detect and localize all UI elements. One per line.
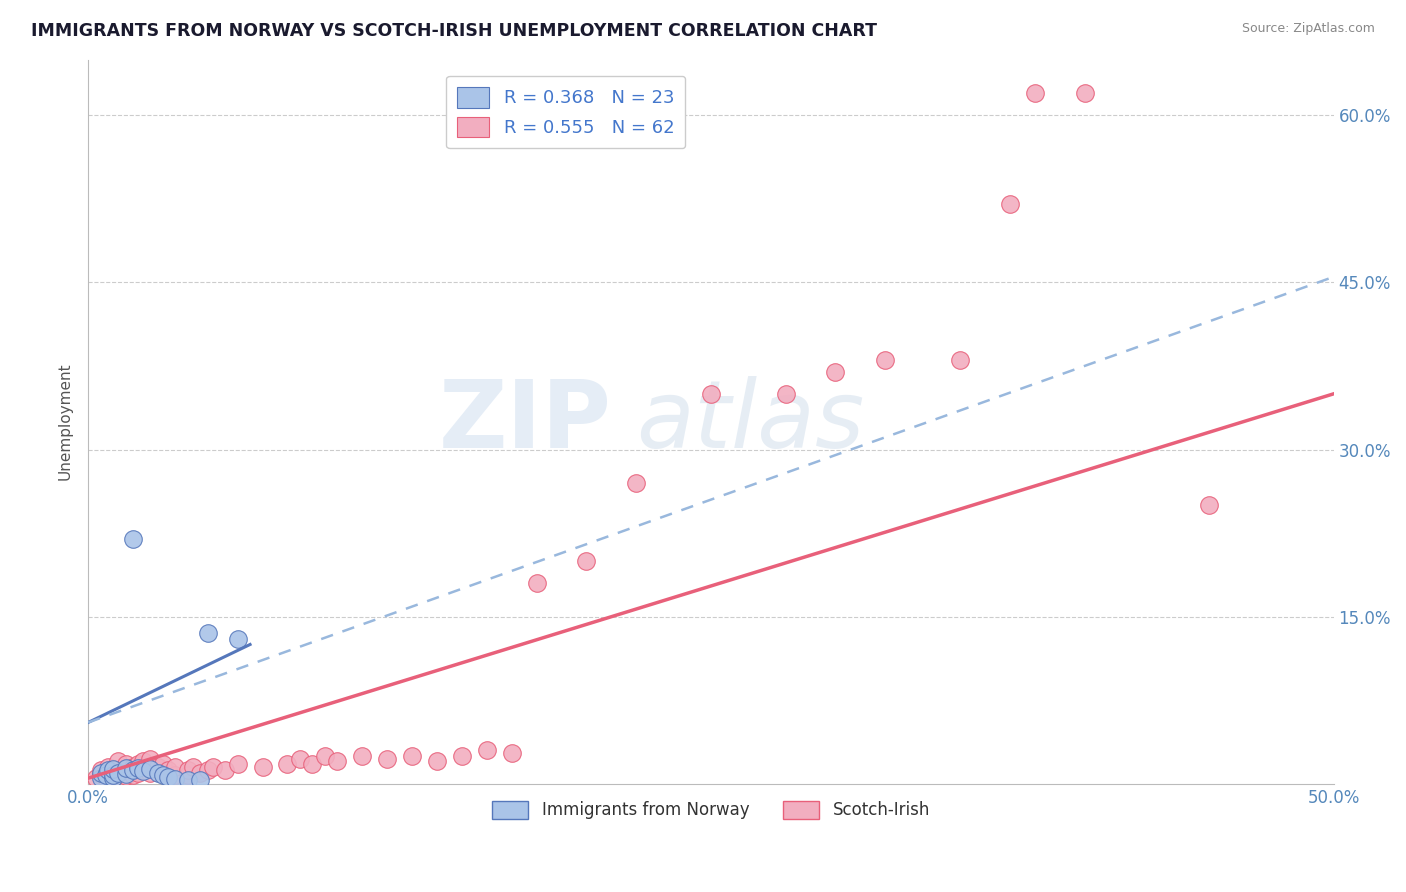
Point	[97, 764, 120, 778]
Point	[90, 765, 112, 780]
Point	[201, 760, 224, 774]
Point	[122, 764, 145, 778]
Point	[127, 756, 149, 771]
Point	[127, 761, 149, 775]
Text: Source: ZipAtlas.com: Source: ZipAtlas.com	[1241, 22, 1375, 36]
Point	[139, 760, 162, 774]
Point	[352, 748, 374, 763]
Point	[156, 770, 179, 784]
Text: atlas: atlas	[636, 376, 865, 467]
Point	[94, 771, 117, 785]
Point	[775, 386, 797, 401]
Point	[1198, 498, 1220, 512]
Point	[114, 761, 136, 775]
Point	[998, 197, 1021, 211]
Point	[181, 760, 204, 774]
Point	[122, 532, 145, 546]
Point	[90, 771, 112, 785]
Point	[165, 768, 187, 782]
Text: IMMIGRANTS FROM NORWAY VS SCOTCH-IRISH UNEMPLOYMENT CORRELATION CHART: IMMIGRANTS FROM NORWAY VS SCOTCH-IRISH U…	[31, 22, 877, 40]
Point	[700, 386, 723, 401]
Point	[226, 756, 249, 771]
Point	[114, 756, 136, 771]
Point	[450, 748, 472, 763]
Point	[146, 760, 169, 774]
Point	[1024, 86, 1046, 100]
Text: ZIP: ZIP	[439, 376, 612, 467]
Point	[475, 743, 498, 757]
Point	[197, 626, 219, 640]
Point	[139, 762, 162, 776]
Point	[94, 768, 117, 782]
Point	[301, 756, 323, 771]
Y-axis label: Unemployment: Unemployment	[58, 363, 72, 481]
Point	[107, 755, 129, 769]
Point	[114, 769, 136, 783]
Point	[122, 760, 145, 774]
Point	[107, 765, 129, 780]
Point	[226, 632, 249, 646]
Point	[214, 764, 236, 778]
Point	[1073, 86, 1095, 100]
Point	[97, 760, 120, 774]
Point	[101, 771, 124, 785]
Point	[139, 752, 162, 766]
Point	[165, 760, 187, 774]
Point	[139, 765, 162, 780]
Point	[624, 475, 647, 490]
Point	[101, 764, 124, 778]
Point	[426, 755, 449, 769]
Point	[90, 768, 112, 782]
Point	[132, 764, 155, 778]
Point	[90, 764, 112, 778]
Point	[165, 772, 187, 787]
Point	[314, 748, 336, 763]
Point	[276, 756, 298, 771]
Point	[401, 748, 423, 763]
Point	[326, 755, 349, 769]
Point	[824, 365, 846, 379]
Point	[132, 764, 155, 779]
Point	[526, 576, 548, 591]
Point	[114, 766, 136, 780]
Point	[156, 764, 179, 778]
Point	[101, 771, 124, 785]
Point	[132, 755, 155, 769]
Point	[152, 765, 174, 780]
Point	[375, 752, 398, 766]
Point	[197, 764, 219, 778]
Point	[101, 768, 124, 782]
Point	[177, 764, 200, 778]
Point	[97, 765, 120, 780]
Point	[949, 353, 972, 368]
Point	[152, 768, 174, 782]
Point	[177, 773, 200, 788]
Point	[146, 765, 169, 780]
Legend: Immigrants from Norway, Scotch-Irish: Immigrants from Norway, Scotch-Irish	[485, 794, 936, 826]
Point	[501, 746, 523, 760]
Point	[107, 765, 129, 780]
Point	[84, 771, 107, 785]
Point	[101, 768, 124, 782]
Point	[152, 756, 174, 771]
Point	[188, 765, 211, 780]
Point	[122, 768, 145, 782]
Point	[288, 752, 311, 766]
Point	[252, 760, 274, 774]
Point	[127, 765, 149, 780]
Point	[177, 768, 200, 782]
Point	[188, 773, 211, 788]
Point	[575, 554, 598, 568]
Point	[875, 353, 897, 368]
Point	[114, 764, 136, 778]
Point	[101, 762, 124, 776]
